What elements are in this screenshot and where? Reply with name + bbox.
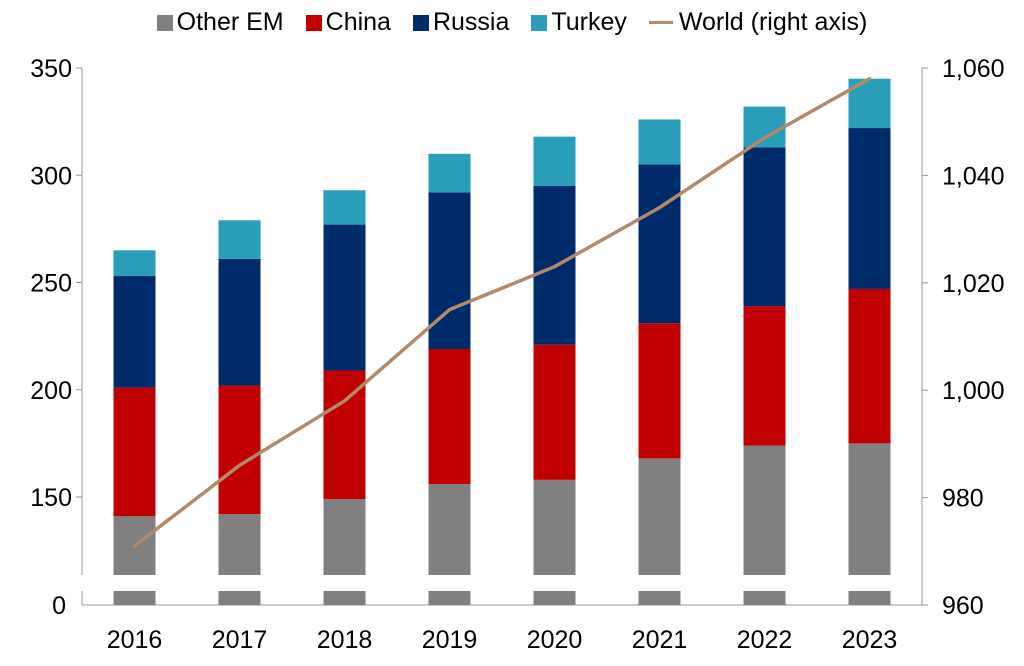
bar-other-em (533, 479, 576, 575)
bar-turkey (218, 220, 261, 259)
x-tick-label: 2018 (317, 626, 373, 654)
x-tick-label: 2019 (422, 626, 478, 654)
left-tick-label: 300 (30, 162, 72, 190)
bar-other-em (848, 443, 891, 575)
bar-other-em-stub (743, 591, 786, 605)
bar-turkey (638, 119, 681, 165)
legend-swatch-china (305, 14, 322, 31)
bar-china (323, 370, 366, 500)
bar-other-em-stub (323, 591, 366, 605)
left-tick-label: 200 (30, 377, 72, 405)
right-tick-label: 980 (942, 485, 984, 513)
bar-other-em-stub (428, 591, 471, 605)
legend-label-russia: Russia (432, 8, 510, 36)
bar-other-em-stub (848, 591, 891, 605)
bar-other-em-stub (638, 591, 681, 605)
right-tick-label: 1,020 (942, 270, 1005, 298)
legend-swatch-other-em (156, 14, 173, 31)
bar-china (533, 344, 576, 480)
legend-item-russia: Russia (412, 8, 510, 37)
bar-china (428, 348, 471, 485)
right-tick-label: 960 (942, 592, 984, 620)
bar-turkey (113, 250, 156, 277)
legend-label-turkey: Turkey (551, 8, 627, 36)
x-tick-label: 2020 (527, 626, 583, 654)
x-tick-label: 2016 (107, 626, 163, 654)
bar-other-em-stub (533, 591, 576, 605)
bar-russia (323, 224, 366, 371)
legend-label-world: World (right axis) (678, 8, 868, 36)
bar-turkey (428, 153, 471, 193)
bar-russia (113, 276, 156, 388)
bar-turkey (743, 106, 786, 148)
bar-china (743, 306, 786, 446)
bar-other-em (743, 445, 786, 575)
legend-swatch-world (648, 21, 673, 24)
left-tick-label: 0 (52, 592, 66, 620)
legend-item-turkey: Turkey (531, 8, 627, 37)
bar-other-em (428, 484, 471, 575)
legend-label-china: China (325, 8, 391, 36)
bar-china (218, 385, 261, 515)
bar-russia (743, 147, 786, 307)
bar-china (638, 323, 681, 459)
right-tick-label: 1,000 (942, 377, 1005, 405)
legend-item-china: China (305, 8, 391, 37)
bar-other-em-stub (113, 591, 156, 605)
bar-china (113, 387, 156, 517)
left-tick-label: 250 (30, 270, 72, 298)
bar-other-em-stub (218, 591, 261, 605)
legend-label-other-em: Other EM (176, 8, 284, 36)
x-tick-label: 2021 (632, 626, 688, 654)
bar-other-em (323, 499, 366, 575)
left-tick-label: 350 (30, 55, 72, 83)
legend-item-other-em: Other EM (156, 8, 284, 37)
bar-russia (638, 164, 681, 324)
legend-swatch-turkey (531, 14, 548, 31)
bar-russia (218, 258, 261, 386)
bar-turkey (533, 136, 576, 186)
right-tick-label: 1,040 (942, 162, 1005, 190)
bar-russia (428, 192, 471, 349)
left-tick-label: 150 (30, 484, 72, 512)
bar-turkey (323, 190, 366, 225)
legend-swatch-russia (412, 14, 429, 31)
bar-other-em (218, 514, 261, 575)
right-tick-label: 1,060 (942, 55, 1005, 83)
x-tick-label: 2022 (737, 626, 793, 654)
world-line (132, 76, 872, 548)
legend: Other EM China Russia Turkey World (righ… (0, 8, 1024, 37)
x-tick-label: 2023 (842, 626, 898, 654)
bar-russia (848, 128, 891, 289)
bar-china (848, 288, 891, 444)
bar-other-em (638, 458, 681, 575)
x-tick-label: 2017 (212, 626, 268, 654)
legend-item-world: World (right axis) (648, 8, 868, 37)
